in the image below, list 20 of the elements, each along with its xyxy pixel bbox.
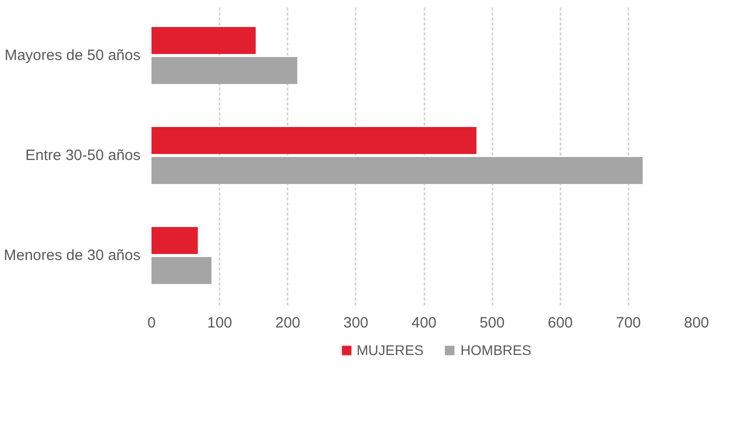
legend-label: MUJERES	[356, 342, 424, 358]
y-tick-label: Menores de 30 años	[4, 247, 141, 264]
x-tick-label: 700	[616, 314, 641, 332]
x-tick-label: 0	[147, 314, 156, 332]
bar	[152, 257, 212, 284]
y-tick-label: Mayores de 50 años	[4, 47, 141, 64]
x-tick-label: 500	[480, 314, 505, 332]
x-tick-label: 600	[548, 314, 573, 332]
x-tick-label: 100	[207, 314, 232, 332]
x-tick-label: 400	[411, 314, 437, 332]
x-tick-label: 300	[343, 314, 368, 332]
bar	[152, 127, 476, 154]
bar	[152, 27, 256, 54]
bar	[152, 157, 643, 184]
legend-label: HOMBRES	[460, 342, 532, 358]
y-tick-label: Entre 30-50 años	[25, 147, 140, 164]
bar	[152, 227, 198, 254]
x-tick-label: 800	[684, 314, 710, 332]
bar	[152, 57, 298, 84]
x-tick-label: 200	[275, 314, 300, 332]
